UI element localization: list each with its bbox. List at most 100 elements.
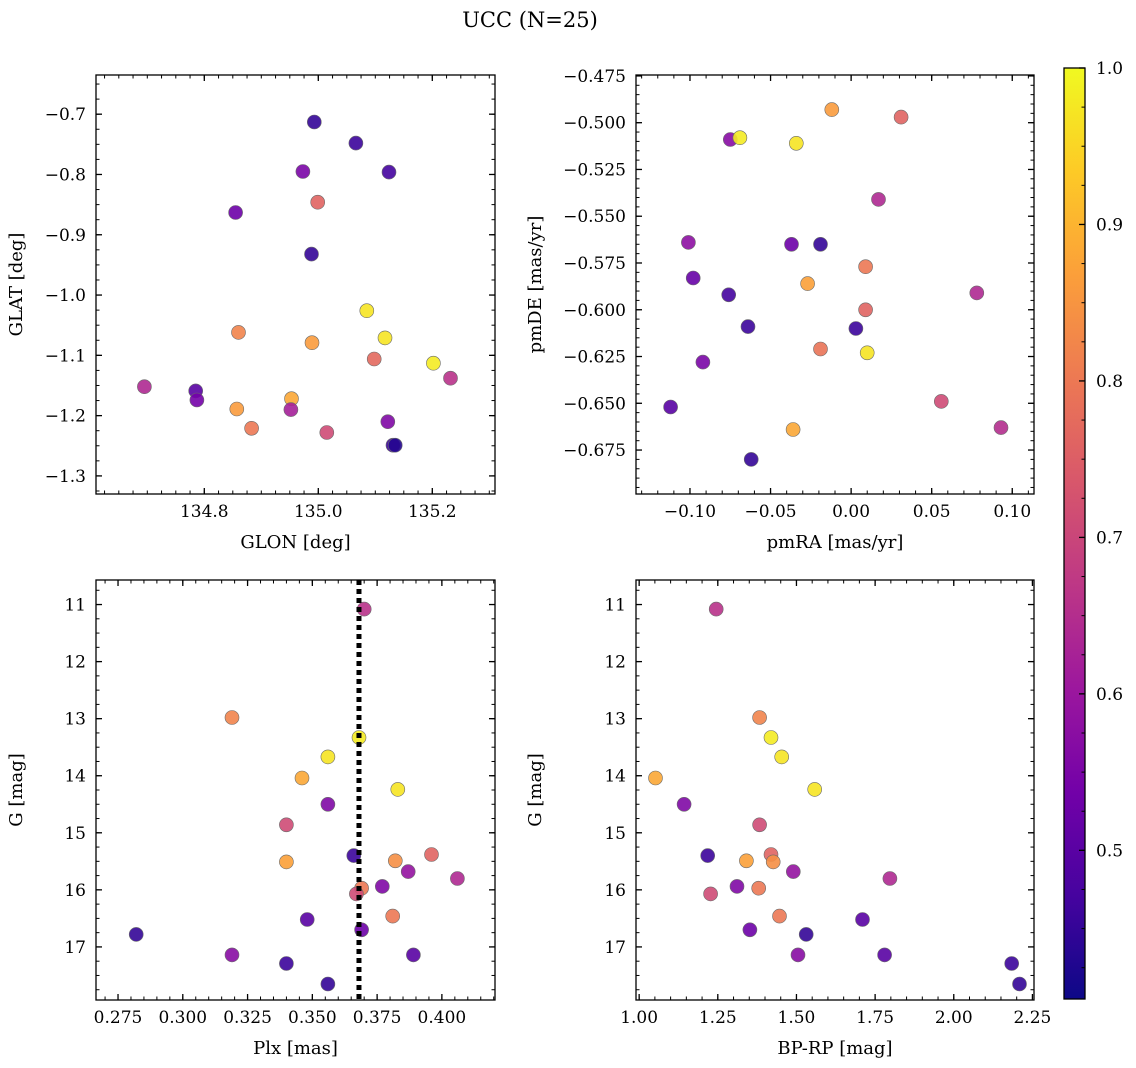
x-tick-label: 0.00 bbox=[832, 502, 870, 522]
data-point bbox=[387, 853, 403, 869]
y-tick-label: 16 bbox=[64, 881, 86, 901]
pmra-pmde-points bbox=[663, 102, 1009, 467]
data-point bbox=[1012, 976, 1027, 992]
x-tick-label: 134.8 bbox=[180, 502, 229, 522]
data-point bbox=[893, 109, 909, 125]
data-point bbox=[859, 345, 875, 361]
data-point bbox=[424, 847, 439, 862]
data-point bbox=[695, 354, 711, 370]
y-axis-label: pmDE [mas/yr] bbox=[525, 216, 546, 354]
x-tick-label: 0.350 bbox=[288, 1008, 337, 1028]
data-point bbox=[310, 194, 326, 210]
data-point bbox=[763, 730, 779, 745]
data-point bbox=[742, 922, 758, 938]
data-point bbox=[800, 276, 815, 291]
data-point bbox=[279, 956, 294, 971]
y-axis-label: GLAT [deg] bbox=[6, 233, 27, 337]
x-tick-label: 2.00 bbox=[935, 1008, 973, 1028]
y-axis-label: G [mag] bbox=[6, 753, 27, 826]
data-point bbox=[765, 854, 781, 870]
y-tick-label: 17 bbox=[64, 938, 86, 958]
data-point bbox=[283, 402, 299, 417]
glon-glat-points bbox=[137, 114, 458, 453]
data-point bbox=[751, 880, 767, 896]
x-tick-label: 1.50 bbox=[778, 1008, 816, 1028]
data-point bbox=[648, 770, 663, 786]
data-point bbox=[969, 285, 985, 301]
plx-g-points bbox=[128, 601, 465, 992]
y-tick-label: 15 bbox=[64, 824, 86, 844]
data-point bbox=[224, 947, 240, 963]
data-point bbox=[784, 237, 799, 252]
data-point bbox=[663, 399, 678, 415]
data-point bbox=[708, 601, 724, 617]
y-tick-label: 14 bbox=[604, 767, 626, 787]
colorbar-tick-label: 0.5 bbox=[1096, 841, 1123, 861]
data-point bbox=[377, 330, 393, 346]
y-axis-label: G [mag] bbox=[525, 753, 546, 826]
data-point bbox=[450, 871, 465, 886]
data-point bbox=[406, 947, 421, 963]
pmra-pmde-ticks: −0.10 −0.05 0.00 0.05 0.10 −0.475 −0.500 −0.525… bbox=[563, 67, 1034, 522]
axes-frame bbox=[95, 579, 496, 1001]
y-tick-label: 14 bbox=[64, 767, 86, 787]
y-tick-label: −0.650 bbox=[563, 394, 626, 414]
panel-plx-g: 0.275 0.300 0.325 0.350 0.375 0.400 11 12 13 14 15… bbox=[6, 579, 496, 1059]
colorbar-gradient bbox=[1063, 67, 1086, 1000]
data-point bbox=[739, 853, 754, 869]
data-point bbox=[752, 817, 767, 833]
colorbar-tick-label: 0.8 bbox=[1096, 372, 1123, 392]
data-point bbox=[359, 303, 375, 319]
data-point bbox=[993, 420, 1009, 435]
data-point bbox=[788, 136, 804, 151]
panel-glon-glat: 134.8 135.0 135.2 −0.7 −0.8 −0.9 −1.0 −1.1 −1.2 −… bbox=[6, 74, 496, 553]
data-point bbox=[295, 164, 311, 179]
y-tick-label: 17 bbox=[604, 938, 626, 958]
x-axis-label: BP-RP [mag] bbox=[777, 1038, 892, 1059]
y-tick-label: −0.9 bbox=[45, 226, 86, 246]
data-point bbox=[443, 370, 458, 386]
data-point bbox=[848, 321, 864, 336]
y-tick-label: −0.8 bbox=[45, 165, 86, 185]
data-point bbox=[798, 927, 814, 942]
x-tick-label: −0.05 bbox=[744, 502, 796, 522]
axes-frame bbox=[95, 74, 496, 495]
data-point bbox=[785, 422, 801, 437]
x-tick-label: 1.25 bbox=[699, 1008, 737, 1028]
y-tick-label: 11 bbox=[604, 596, 626, 616]
data-point bbox=[772, 908, 787, 924]
data-point bbox=[732, 130, 748, 145]
data-point bbox=[740, 319, 756, 334]
x-tick-label: 1.00 bbox=[620, 1008, 658, 1028]
data-point bbox=[721, 287, 737, 303]
y-tick-label: −0.7 bbox=[45, 105, 86, 125]
y-tick-label: −0.625 bbox=[563, 348, 626, 368]
x-axis-label: Plx [mas] bbox=[253, 1038, 338, 1059]
x-tick-label: 1.75 bbox=[856, 1008, 894, 1028]
data-point bbox=[813, 341, 828, 357]
x-tick-label: 0.275 bbox=[94, 1008, 143, 1028]
plx-g-ticks: 0.275 0.300 0.325 0.350 0.375 0.400 11 12 13 14 15… bbox=[64, 580, 495, 1028]
y-tick-label: −0.600 bbox=[563, 301, 626, 321]
data-point bbox=[700, 848, 716, 863]
data-point bbox=[304, 246, 319, 262]
data-point bbox=[790, 947, 806, 963]
panel-bprp-g: 1.00 1.25 1.50 1.75 2.00 2.25 11 12 13 14 15 16 17 BP… bbox=[525, 579, 1051, 1059]
x-tick-label: 2.25 bbox=[1013, 1008, 1051, 1028]
y-tick-label: −0.675 bbox=[563, 441, 626, 461]
y-tick-label: −0.525 bbox=[563, 160, 626, 180]
y-tick-label: −1.0 bbox=[45, 286, 86, 306]
data-point bbox=[743, 452, 759, 467]
data-point bbox=[224, 710, 240, 725]
data-point bbox=[387, 437, 403, 453]
data-point bbox=[385, 908, 401, 924]
glon-glat-ticks: 134.8 135.0 135.2 −0.7 −0.8 −0.9 −1.0 −1.1 −1.2 −… bbox=[45, 75, 495, 522]
data-point bbox=[279, 817, 294, 833]
data-point bbox=[824, 102, 840, 117]
data-point bbox=[676, 796, 692, 812]
data-point bbox=[231, 325, 246, 340]
panel-pmra-pmde: −0.10 −0.05 0.00 0.05 0.10 −0.475 −0.500 −0.525… bbox=[525, 67, 1035, 553]
y-tick-label: 11 bbox=[64, 596, 86, 616]
data-point bbox=[774, 749, 790, 765]
data-point bbox=[320, 749, 336, 765]
